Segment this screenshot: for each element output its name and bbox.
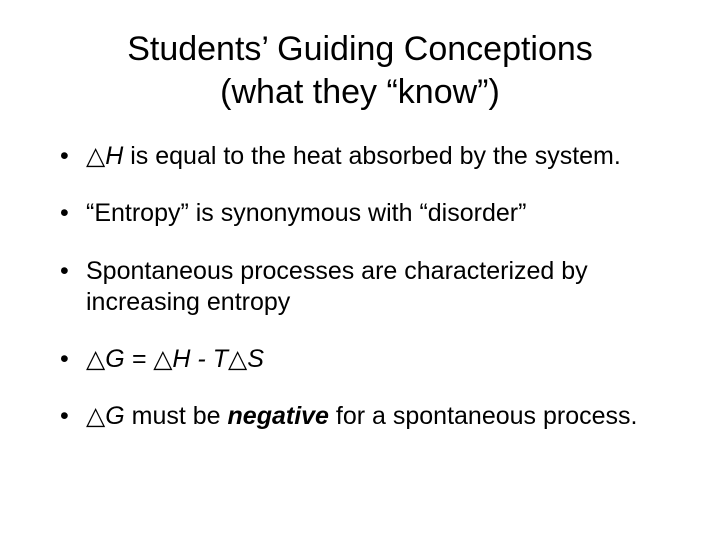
- var-g: G: [105, 345, 124, 373]
- delta-icon: △: [86, 402, 105, 430]
- bullet-text: must be: [125, 402, 228, 430]
- bullet-item: “Entropy” is synonymous with “disorder”: [60, 198, 670, 229]
- delta-icon: △: [153, 345, 172, 373]
- bullet-list: △H is equal to the heat absorbed by the …: [50, 141, 670, 433]
- var-h: H: [105, 142, 123, 170]
- var-g: G: [105, 402, 124, 430]
- bullet-item: △G = △H - T△S: [60, 344, 670, 375]
- title-line-1: Students’ Guiding Conceptions: [127, 30, 593, 68]
- title-line-2: (what they “know”): [220, 73, 500, 111]
- slide-title: Students’ Guiding Conceptions (what they…: [50, 28, 670, 113]
- bullet-item: △H is equal to the heat absorbed by the …: [60, 141, 670, 172]
- var-s: S: [247, 345, 264, 373]
- delta-icon: △: [228, 345, 247, 373]
- delta-icon: △: [86, 345, 105, 373]
- emphasis-negative: negative: [228, 402, 329, 430]
- bullet-item: △G must be negative for a spontaneous pr…: [60, 401, 670, 432]
- bullet-text: “Entropy” is synonymous with “disorder”: [86, 199, 526, 227]
- eq-text: =: [125, 345, 154, 373]
- bullet-text: Spontaneous processes are characterized …: [86, 257, 588, 316]
- delta-icon: △: [86, 142, 105, 170]
- var-h: H: [172, 345, 190, 373]
- eq-text: - T: [190, 345, 228, 373]
- bullet-text: is equal to the heat absorbed by the sys…: [123, 142, 621, 170]
- bullet-item: Spontaneous processes are characterized …: [60, 256, 670, 319]
- bullet-text: for a spontaneous process.: [329, 402, 638, 430]
- slide: Students’ Guiding Conceptions (what they…: [0, 0, 720, 540]
